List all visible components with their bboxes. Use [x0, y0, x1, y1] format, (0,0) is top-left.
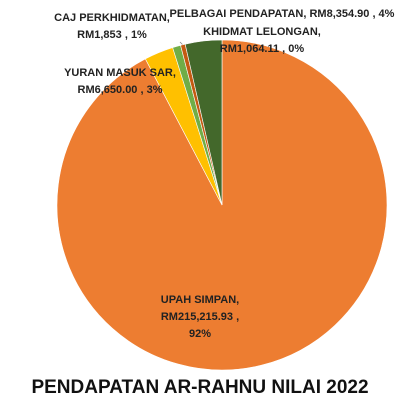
slice-label: RM1,064.11 , 0% — [220, 43, 305, 55]
slice-label: 92% — [189, 328, 211, 340]
slice-label: PELBAGAI PENDAPATAN, RM8,354.90 , 4% — [170, 8, 395, 20]
slice-label: KHIDMAT LELONGAN, — [203, 26, 321, 38]
slice-label: YURAN MASUK SAR, — [64, 67, 176, 79]
slice-label: RM6,650.00 , 3% — [78, 84, 163, 96]
pie-slice — [184, 39, 223, 206]
slice-label: RM1,853 , 1% — [77, 29, 147, 41]
slice-label: UPAH SIMPAN, — [161, 294, 239, 306]
slice-label: CAJ PERKHIDMATAN, — [54, 12, 170, 24]
slice-label: RM215,215.93 , — [161, 311, 239, 323]
chart-title: PENDAPATAN AR-RAHNU NILAI 2022 — [31, 377, 368, 398]
